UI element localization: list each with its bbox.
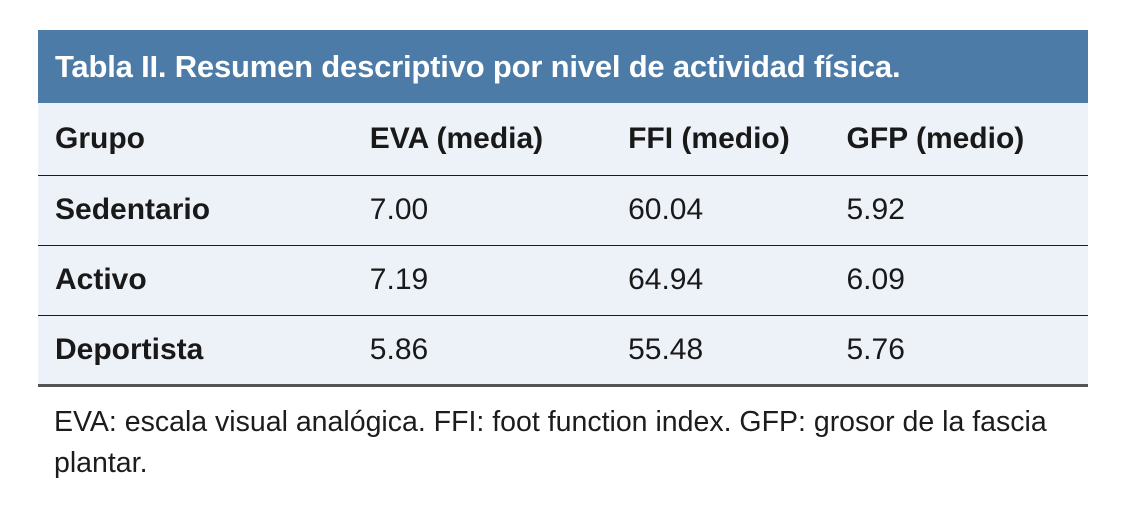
footnote-line: EVA: escala visual analógica. FFI: foot …	[54, 405, 1047, 438]
table-row-deportista: Deportista 5.86 55.48 5.76	[38, 315, 1088, 387]
cell-eva: 7.00	[369, 175, 629, 246]
cell-group: Activo	[38, 245, 370, 316]
column-header-gfp: GFP (medio)	[846, 103, 1088, 176]
data-table: Grupo EVA (media) FFI (medio) GFP (medio…	[38, 103, 1088, 387]
cell-gfp: 5.92	[846, 175, 1088, 246]
cell-group: Sedentario	[38, 175, 370, 246]
table-header-row: Grupo EVA (media) FFI (medio) GFP (medio…	[38, 103, 1088, 176]
column-header-grupo: Grupo	[38, 103, 370, 176]
cell-gfp: 6.09	[846, 245, 1088, 316]
cell-group: Deportista	[38, 315, 370, 387]
table-title-bar: Tabla II. Resumen descriptivo por nivel …	[38, 30, 1088, 103]
cell-ffi: 64.94	[628, 245, 847, 316]
table-row-sedentario: Sedentario 7.00 60.04 5.92	[38, 175, 1088, 246]
cell-ffi: 55.48	[628, 315, 847, 387]
cell-ffi: 60.04	[628, 175, 847, 246]
cell-eva: 7.19	[369, 245, 629, 316]
cell-gfp: 5.76	[846, 315, 1088, 387]
table-footnote: EVA: escala visual analógica. FFI: foot …	[38, 402, 1088, 484]
column-header-ffi: FFI (medio)	[628, 103, 847, 176]
table-row-activo: Activo 7.19 64.94 6.09	[38, 245, 1088, 316]
table-figure: Tabla II. Resumen descriptivo por nivel …	[38, 30, 1088, 484]
table-title: Tabla II. Resumen descriptivo por nivel …	[55, 48, 901, 84]
column-header-eva: EVA (media)	[369, 103, 629, 176]
cell-eva: 5.86	[369, 315, 629, 387]
footnote-line: plantar.	[54, 446, 148, 479]
